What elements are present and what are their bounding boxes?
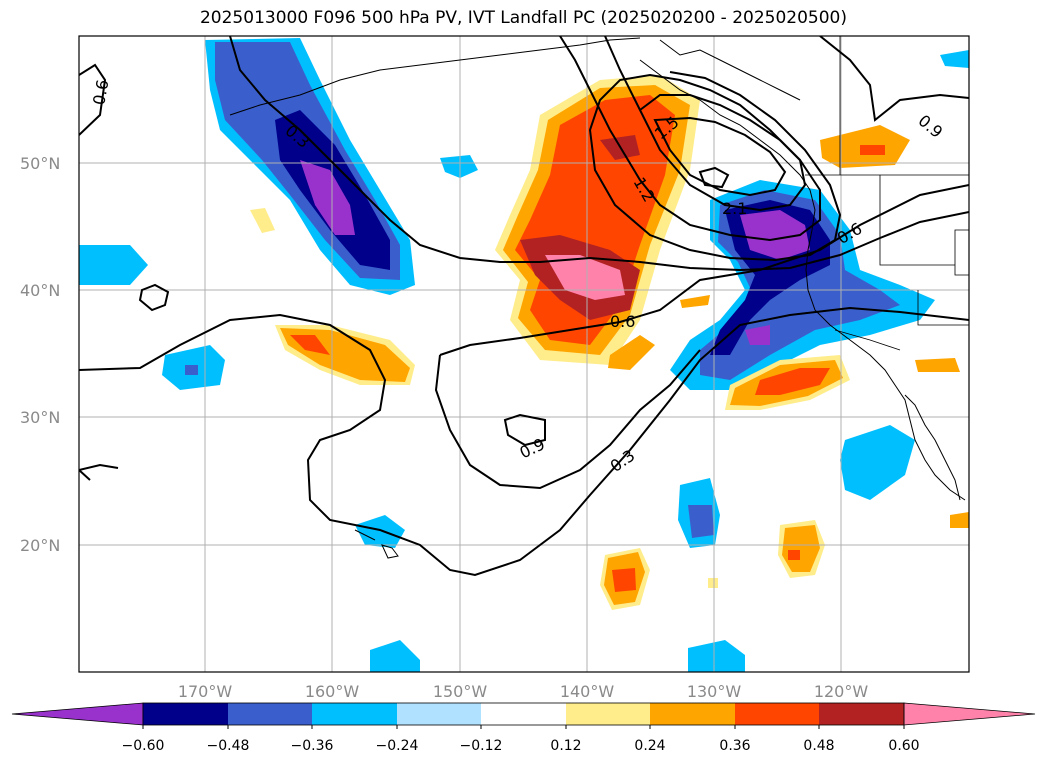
lon-label: 150°W bbox=[433, 682, 488, 701]
colorbar-segment bbox=[481, 703, 566, 725]
positive-anomaly-ne-pacific bbox=[495, 75, 700, 365]
lon-label: 140°W bbox=[560, 682, 615, 701]
colorbar-segment bbox=[566, 703, 650, 725]
coastlines bbox=[229, 37, 966, 559]
negative-anomaly-pacific-northwest bbox=[670, 180, 935, 390]
colorbar: −0.60 −0.48 −0.36 −0.24 −0.12 0.12 0.24 … bbox=[11, 702, 1036, 754]
latitude-labels: 50°N 40°N 30°N 20°N bbox=[20, 154, 60, 555]
colorbar-segment bbox=[819, 703, 904, 725]
colorbar-tick-label: 0.24 bbox=[634, 738, 665, 754]
lat-label: 40°N bbox=[20, 281, 60, 300]
lat-label: 20°N bbox=[20, 536, 60, 555]
colorbar-tick-label: 0.36 bbox=[719, 738, 750, 754]
colorbar-tick-label: −0.60 bbox=[122, 738, 165, 754]
political-borders bbox=[805, 36, 969, 351]
colorbar-tick-label: 0.60 bbox=[888, 738, 919, 754]
colorbar-segment bbox=[312, 703, 397, 725]
colorbar-segment bbox=[397, 703, 481, 725]
longitude-labels: 170°W 160°W 150°W 140°W 130°W 120°W bbox=[178, 682, 869, 701]
colorbar-extend-min bbox=[11, 702, 144, 726]
colorbar-segment bbox=[735, 703, 819, 725]
colorbar-tick-label: −0.24 bbox=[376, 738, 419, 754]
colorbar-tick-label: 0.48 bbox=[803, 738, 834, 754]
colorbar-segment bbox=[228, 703, 312, 725]
positive-anomaly-southern-california bbox=[725, 355, 850, 410]
colorbar-segment bbox=[650, 703, 735, 725]
contour-label: 2.1 bbox=[722, 199, 747, 218]
colorbar-tick-label: −0.12 bbox=[460, 738, 503, 754]
colorbar-tick-label: −0.36 bbox=[291, 738, 334, 754]
colorbar-extend-max bbox=[903, 702, 1036, 726]
colorbar-outline bbox=[142, 702, 905, 726]
map-frame bbox=[78, 35, 970, 673]
lon-label: 120°W bbox=[814, 682, 869, 701]
map-title: 2025013000 F096 500 hPa PV, IVT Landfall… bbox=[199, 8, 847, 28]
lon-label: 170°W bbox=[178, 682, 233, 701]
lon-label: 160°W bbox=[305, 682, 360, 701]
colorbar-tick-label: 0.12 bbox=[550, 738, 581, 754]
colorbar-tick-label: −0.48 bbox=[207, 738, 250, 754]
colorbar-tick-labels: −0.60 −0.48 −0.36 −0.24 −0.12 0.12 0.24 … bbox=[122, 738, 920, 754]
colorbar-segment bbox=[143, 703, 228, 725]
contour-label: 0.6 bbox=[610, 312, 635, 331]
small-anomaly-cells bbox=[79, 50, 969, 672]
lat-label: 50°N bbox=[20, 154, 60, 173]
colorbar-ticks bbox=[142, 725, 905, 729]
lat-label: 30°N bbox=[20, 408, 60, 427]
lon-label: 130°W bbox=[687, 682, 742, 701]
ivt-contours bbox=[79, 36, 969, 577]
graticule bbox=[79, 36, 969, 672]
contour-label: 0.6 bbox=[89, 78, 112, 106]
